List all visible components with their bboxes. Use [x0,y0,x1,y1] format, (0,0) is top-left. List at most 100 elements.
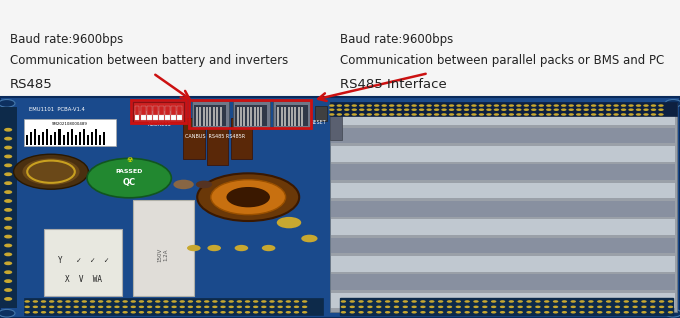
Circle shape [106,300,112,303]
Circle shape [374,104,379,107]
Circle shape [597,311,602,314]
Circle shape [350,306,355,308]
Circle shape [411,108,417,111]
Circle shape [359,104,364,107]
Circle shape [302,311,307,314]
Circle shape [562,306,567,308]
Circle shape [385,300,390,303]
Circle shape [588,311,594,314]
Circle shape [352,113,357,116]
Bar [196,107,198,126]
Circle shape [4,252,12,256]
Circle shape [624,300,629,303]
Circle shape [4,181,12,185]
Circle shape [628,104,634,107]
Circle shape [434,113,439,116]
Circle shape [471,104,477,107]
Circle shape [106,311,112,314]
Circle shape [420,311,426,314]
Circle shape [350,311,355,314]
Circle shape [403,300,408,303]
Circle shape [531,104,537,107]
Circle shape [385,311,390,314]
Circle shape [579,311,585,314]
Text: ADDRESS: ADDRESS [148,121,171,127]
Circle shape [4,172,12,176]
Bar [331,146,675,162]
Circle shape [516,104,522,107]
Circle shape [403,306,408,308]
Circle shape [73,300,79,303]
Bar [247,107,249,126]
Circle shape [396,104,402,107]
Circle shape [337,113,342,116]
Bar [54,132,56,145]
Circle shape [438,311,443,314]
Circle shape [147,311,152,314]
Circle shape [591,113,596,116]
Circle shape [57,306,63,308]
Circle shape [544,300,549,303]
Circle shape [180,306,185,308]
Circle shape [641,306,647,308]
Bar [0,97,680,318]
Circle shape [180,300,185,303]
Circle shape [420,306,426,308]
Bar [147,111,152,120]
Bar [24,119,116,146]
Bar [189,100,311,128]
Bar [331,164,675,180]
Circle shape [41,300,46,303]
Circle shape [524,104,529,107]
Circle shape [486,104,492,107]
Circle shape [374,108,379,111]
Circle shape [24,311,30,314]
Circle shape [207,245,221,251]
Circle shape [482,311,488,314]
Circle shape [419,104,424,107]
Circle shape [606,113,611,116]
Circle shape [456,104,462,107]
Bar [171,106,176,115]
Circle shape [196,300,201,303]
Circle shape [449,108,454,111]
Circle shape [389,113,394,116]
Circle shape [606,311,611,314]
Circle shape [376,306,381,308]
Circle shape [668,311,673,314]
Circle shape [4,163,12,167]
Bar [203,107,205,126]
Circle shape [228,300,234,303]
Circle shape [204,300,209,303]
Circle shape [482,306,488,308]
Circle shape [329,104,335,107]
Circle shape [87,158,171,198]
Circle shape [277,217,301,228]
Bar [153,111,158,120]
Circle shape [344,104,350,107]
Circle shape [650,311,656,314]
Circle shape [621,104,626,107]
Circle shape [613,104,619,107]
Circle shape [65,311,71,314]
Circle shape [471,113,477,116]
Circle shape [403,311,408,314]
Bar [141,106,146,115]
Circle shape [404,108,409,111]
Circle shape [226,187,270,207]
Circle shape [438,300,443,303]
Circle shape [643,113,649,116]
Circle shape [163,300,169,303]
Circle shape [187,245,201,251]
Circle shape [659,311,664,314]
Circle shape [329,108,335,111]
Bar [24,298,323,315]
Circle shape [562,311,567,314]
Circle shape [0,100,15,107]
Bar [284,107,286,126]
Bar [231,118,252,159]
Circle shape [171,306,177,308]
Bar [44,229,122,296]
Bar [199,107,201,126]
Circle shape [367,108,372,111]
